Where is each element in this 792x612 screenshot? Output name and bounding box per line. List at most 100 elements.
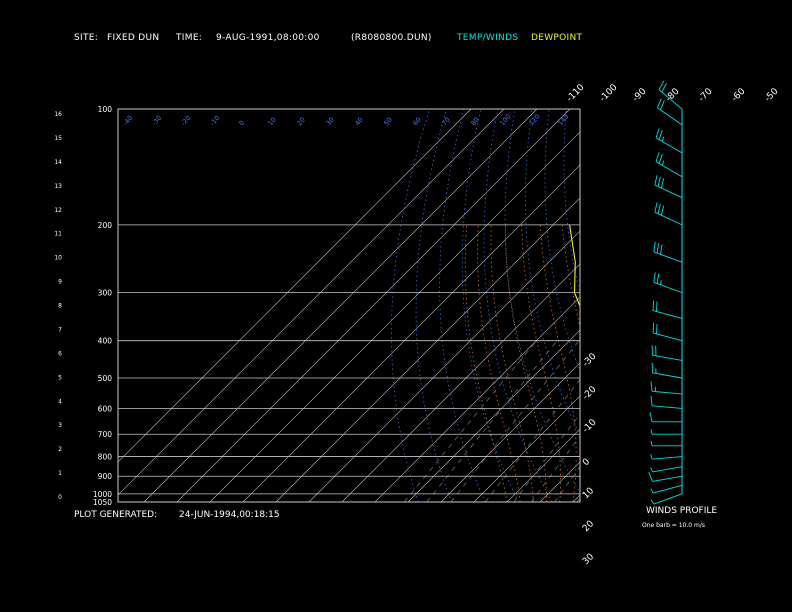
- dry-adiabat-line: [525, 109, 580, 437]
- pressure-tick-label: 100: [98, 105, 113, 114]
- wind-barb-half: [661, 136, 665, 142]
- plot-generated-value: 24-JUN-1994,00:18:15: [179, 510, 280, 520]
- moist-adiabat-line: [521, 224, 561, 502]
- wind-barb-staff: [655, 161, 683, 178]
- dry-adiabat-label: 70: [440, 116, 451, 127]
- pressure-tick-label: 200: [98, 221, 113, 230]
- wind-barb: [660, 205, 665, 216]
- wind-barb-staff: [652, 456, 683, 460]
- dry-adiabat-line: [635, 109, 792, 502]
- wind-barb: [658, 130, 663, 140]
- pressure-tick-label: 1050: [93, 498, 112, 507]
- moist-adiabat-line: [613, 225, 639, 502]
- wind-barb-staff: [653, 281, 683, 294]
- wind-barb: [658, 153, 663, 164]
- height-tick-label: 3: [58, 422, 62, 429]
- isobars: [118, 224, 580, 495]
- dry-adiabat-line: [669, 109, 792, 502]
- mixing-ratio-line: [426, 340, 558, 502]
- isotherm-line: [143, 109, 538, 502]
- site-value: FIXED DUN: [107, 33, 160, 43]
- isotherm-line: [374, 296, 580, 502]
- winds-profile: [648, 80, 683, 505]
- wind-barb: [653, 241, 656, 252]
- wind-barb: [656, 273, 660, 284]
- wind-barb: [652, 300, 655, 311]
- mixing-ratio-line: [554, 466, 580, 502]
- legend-temp: TEMP/WINDS: [457, 33, 519, 43]
- moist-adiabat-line: [539, 224, 577, 502]
- wind-barb: [661, 83, 667, 93]
- pressure-tick-label: 700: [98, 430, 113, 439]
- wind-barb: [659, 100, 665, 110]
- dry-adiabat-line: [504, 109, 580, 494]
- wind-barb-staff: [652, 310, 683, 319]
- moist-adiabat-line: [464, 224, 508, 502]
- wind-barb: [656, 323, 658, 334]
- wind-barb-staff: [652, 484, 683, 494]
- height-tick-label: 1: [58, 470, 62, 477]
- dry-adiabat-line: [754, 109, 792, 502]
- height-tick-label: 10: [54, 255, 62, 262]
- dry-adiabat-line: [461, 109, 520, 502]
- wind-barb-staff: [652, 354, 683, 361]
- height-tick-label: 7: [58, 326, 62, 333]
- wind-barb: [655, 152, 660, 162]
- height-tick-label: 0: [58, 494, 62, 501]
- isotherm-label: 20: [581, 519, 596, 534]
- wind-barb-staff: [654, 184, 683, 199]
- isotherm-line: [118, 109, 505, 496]
- wind-barb: [650, 381, 653, 392]
- dry-adiabat-line: [544, 109, 580, 373]
- wind-barb-staff: [652, 466, 683, 473]
- pressure-tick-label: 1000: [93, 490, 112, 499]
- legend-dewpoint: DEWPOINT: [531, 33, 583, 43]
- wind-barb-half: [650, 488, 654, 494]
- height-tick-label: 4: [58, 398, 62, 405]
- isotherm-line: [606, 109, 792, 502]
- dry-adiabat-label: 10: [266, 116, 277, 127]
- isotherm-line: [118, 109, 472, 463]
- dry-adiabat-label: -10: [208, 114, 221, 127]
- height-tick-label: 11: [54, 231, 62, 238]
- wind-barb-staff: [652, 475, 683, 482]
- isotherm-label: -70: [697, 86, 715, 104]
- pressure-tick-label: 800: [98, 453, 113, 462]
- dry-adiabat-line: [788, 109, 792, 502]
- plot-generated-label: PLOT GENERATED:: [74, 510, 158, 520]
- pressure-tick-label: 900: [98, 472, 113, 481]
- mixing-ratio-line: [485, 378, 580, 502]
- wind-barb: [655, 128, 660, 138]
- isotherm-line: [242, 164, 580, 502]
- wind-barb: [654, 175, 658, 186]
- isotherm-label: 0: [581, 457, 592, 468]
- height-tick-label: 6: [58, 350, 62, 357]
- wind-barb: [656, 243, 660, 254]
- wind-barb: [657, 203, 661, 214]
- dry-adiabat-line: [582, 109, 719, 502]
- wind-barb-half: [654, 386, 657, 392]
- dry-adiabat-label: 60: [411, 116, 422, 127]
- wind-barb-staff: [652, 405, 683, 409]
- dry-adiabat-label: 80: [469, 116, 480, 127]
- moist-adiabat-line: [652, 225, 741, 502]
- mixing-ratio-line: [598, 341, 712, 502]
- isotherm-line: [506, 428, 580, 502]
- isotherm-line: [672, 109, 792, 502]
- isotherm-label: -20: [581, 384, 599, 402]
- isotherm-line: [440, 362, 580, 502]
- mixing-ratio-line: [513, 413, 580, 502]
- dry-adiabat-label: 40: [353, 116, 364, 127]
- barb-note: One barb = 10.0 m/s: [642, 522, 705, 529]
- wind-barb-half: [650, 429, 653, 435]
- height-tick-label: 13: [54, 183, 62, 190]
- mixing-ratio-line: [450, 340, 580, 502]
- dry-adiabat-line: [720, 109, 792, 502]
- dry-adiabat-line: [483, 109, 553, 502]
- mixing-ratio-line: [403, 340, 537, 502]
- dry-adiabat-line: [563, 109, 580, 295]
- moist-adiabat-line: [490, 224, 534, 502]
- wind-barb: [660, 178, 665, 189]
- isotherm-line: [407, 329, 580, 502]
